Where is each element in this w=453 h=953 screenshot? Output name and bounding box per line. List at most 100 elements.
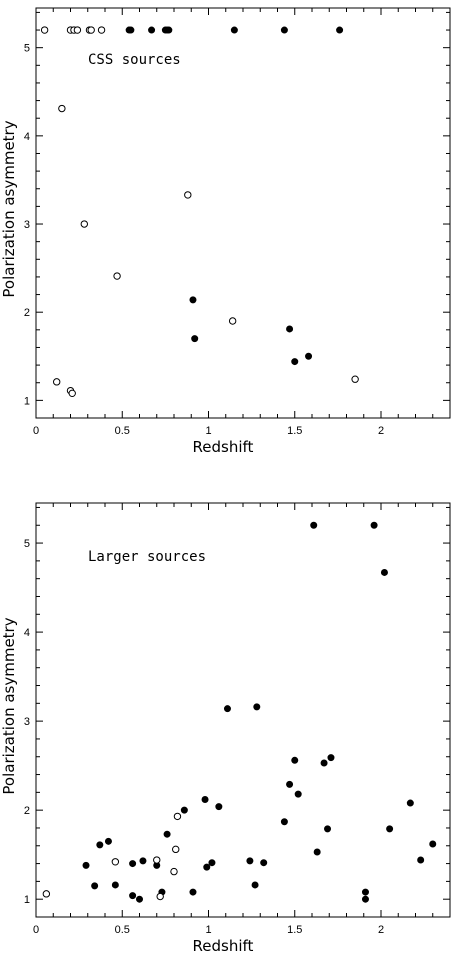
y-tick-label: 1 [24, 395, 30, 407]
x-tick-label: 2 [378, 425, 384, 437]
filled-point [165, 26, 173, 34]
x-tick-label: 0 [33, 924, 39, 936]
filled-point [286, 780, 294, 788]
x-axis-title: Redshift [193, 937, 254, 953]
panel-annotation: CSS sources [88, 52, 181, 68]
axis-tick-labels: 0 0.5 1 1.5 2 1 2 3 4 5 [24, 43, 384, 437]
x-tick-label: 0 [33, 425, 39, 437]
filled-point [82, 861, 90, 869]
x-tick-label: 2 [378, 924, 384, 936]
filled-point [305, 352, 313, 360]
open-point [173, 812, 182, 821]
filled-point [148, 26, 156, 34]
open-point [170, 867, 178, 876]
y-axis-title: Polarization asymmetry [0, 617, 18, 794]
y-tick-label: 2 [24, 805, 30, 817]
data-points [40, 26, 359, 398]
filled-point [208, 859, 216, 867]
y-tick-label: 5 [24, 538, 30, 550]
filled-point [429, 840, 437, 848]
filled-point [203, 863, 211, 871]
panel-annotation: Larger sources [88, 549, 206, 565]
filled-point [246, 857, 254, 865]
filled-point [294, 790, 302, 798]
open-point [73, 26, 82, 34]
filled-point [163, 830, 171, 838]
plot-frame [35, 7, 451, 419]
filled-point [223, 705, 231, 713]
open-point [351, 375, 359, 383]
filled-point [201, 795, 209, 803]
open-point [42, 890, 51, 898]
filled-point [320, 759, 328, 767]
filled-point [327, 754, 335, 762]
y-tick-label: 5 [24, 43, 30, 55]
plot-frame [35, 502, 451, 918]
open-point [87, 26, 95, 34]
css-sources-panel: 0 0.5 1 1.5 2 1 2 3 4 5 CSS sources Redshift Pola… [0, 7, 451, 456]
open-point [184, 191, 192, 199]
larger-sources-panel: 0 0.5 1 1.5 2 1 2 3 4 5 Larger sources Redshift P… [0, 502, 451, 953]
axis-ticks [35, 503, 451, 917]
data-points [42, 521, 437, 903]
open-point [40, 26, 49, 34]
y-tick-label: 1 [24, 894, 30, 906]
y-tick-label: 4 [24, 131, 30, 143]
y-tick-label: 4 [24, 627, 30, 639]
filled-point [230, 26, 238, 34]
filled-point [129, 892, 137, 900]
filled-point [336, 26, 344, 34]
filled-point [127, 26, 135, 34]
filled-point [253, 703, 261, 711]
filled-point [189, 888, 197, 896]
filled-point [310, 521, 318, 529]
x-tick-label: 1.5 [287, 425, 302, 437]
filled-point [96, 841, 104, 849]
filled-point [361, 888, 369, 896]
filled-point [139, 857, 147, 865]
axis-tick-labels: 0 0.5 1 1.5 2 1 2 3 4 5 [24, 538, 384, 936]
y-tick-label: 2 [24, 307, 30, 319]
open-point [68, 389, 76, 398]
y-axis-title: Polarization asymmetry [0, 120, 18, 297]
open-point [156, 892, 164, 901]
x-tick-label: 1 [205, 924, 211, 936]
filled-point [215, 803, 223, 811]
open-point [172, 845, 180, 854]
y-tick-label: 3 [24, 716, 30, 728]
open-point [113, 272, 121, 280]
filled-point [280, 818, 288, 826]
axis-ticks [35, 8, 451, 418]
filled-point [380, 568, 388, 576]
filled-point [361, 895, 369, 903]
open-point [153, 856, 161, 864]
filled-point [189, 296, 197, 304]
filled-point [386, 825, 394, 833]
x-tick-label: 1 [205, 425, 211, 437]
x-tick-label: 1.5 [287, 924, 302, 936]
open-point [53, 378, 61, 386]
filled-point [191, 335, 199, 343]
filled-point [251, 881, 259, 889]
filled-point [291, 358, 299, 366]
filled-point [291, 756, 299, 764]
filled-point [129, 860, 137, 868]
open-point [58, 104, 66, 113]
filled-point [180, 806, 188, 814]
x-tick-label: 0.5 [115, 425, 130, 437]
open-point [80, 220, 89, 228]
filled-point [370, 521, 378, 529]
filled-point [91, 882, 99, 890]
filled-point [286, 325, 294, 333]
filled-point [324, 825, 332, 833]
filled-point [313, 848, 321, 856]
filled-point [260, 859, 268, 867]
x-axis-title: Redshift [193, 438, 254, 456]
x-tick-label: 0.5 [115, 924, 130, 936]
filled-point [280, 26, 288, 34]
y-tick-label: 3 [24, 219, 30, 231]
open-point [97, 26, 106, 34]
filled-point [111, 881, 119, 889]
filled-point [104, 837, 112, 845]
